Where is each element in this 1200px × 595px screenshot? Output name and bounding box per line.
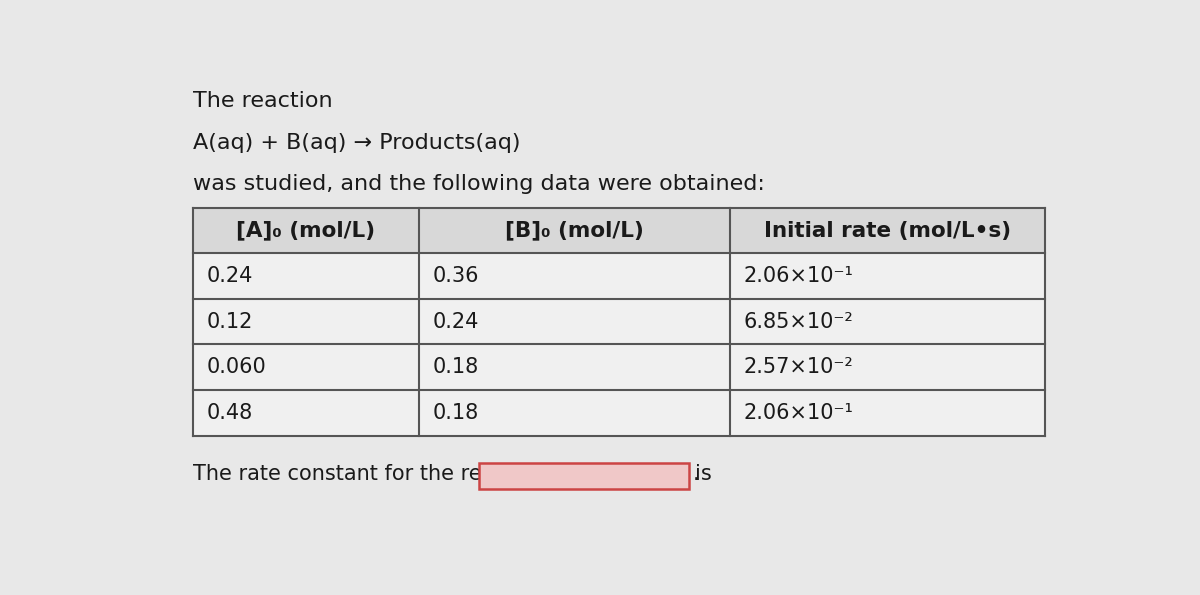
Text: 0.12: 0.12 xyxy=(206,312,253,331)
Text: 0.48: 0.48 xyxy=(206,403,253,423)
Text: 0.18: 0.18 xyxy=(432,403,479,423)
Text: Initial rate (mol/L•s): Initial rate (mol/L•s) xyxy=(764,221,1010,241)
Text: A(aq) + B(aq) → Products(aq): A(aq) + B(aq) → Products(aq) xyxy=(193,133,520,153)
Bar xyxy=(479,462,689,488)
Text: was studied, and the following data were obtained:: was studied, and the following data were… xyxy=(193,174,764,194)
Text: 0.24: 0.24 xyxy=(206,266,253,286)
Text: 6.85×10⁻²: 6.85×10⁻² xyxy=(744,312,853,331)
Text: 0.18: 0.18 xyxy=(432,357,479,377)
Text: 0.24: 0.24 xyxy=(432,312,479,331)
Text: 2.06×10⁻¹: 2.06×10⁻¹ xyxy=(744,403,853,423)
Text: 0.060: 0.060 xyxy=(206,357,266,377)
Text: The reaction: The reaction xyxy=(193,90,332,111)
Text: [A]₀ (mol/L): [A]₀ (mol/L) xyxy=(236,221,376,241)
Text: 2.57×10⁻²: 2.57×10⁻² xyxy=(744,357,853,377)
Text: 0.36: 0.36 xyxy=(432,266,479,286)
Text: [B]₀ (mol/L): [B]₀ (mol/L) xyxy=(505,221,643,241)
Bar xyxy=(193,208,1045,253)
Text: .: . xyxy=(692,464,700,484)
Bar xyxy=(193,208,1045,436)
Text: The rate constant for the reaction without units is: The rate constant for the reaction witho… xyxy=(193,464,712,484)
Text: 2.06×10⁻¹: 2.06×10⁻¹ xyxy=(744,266,853,286)
